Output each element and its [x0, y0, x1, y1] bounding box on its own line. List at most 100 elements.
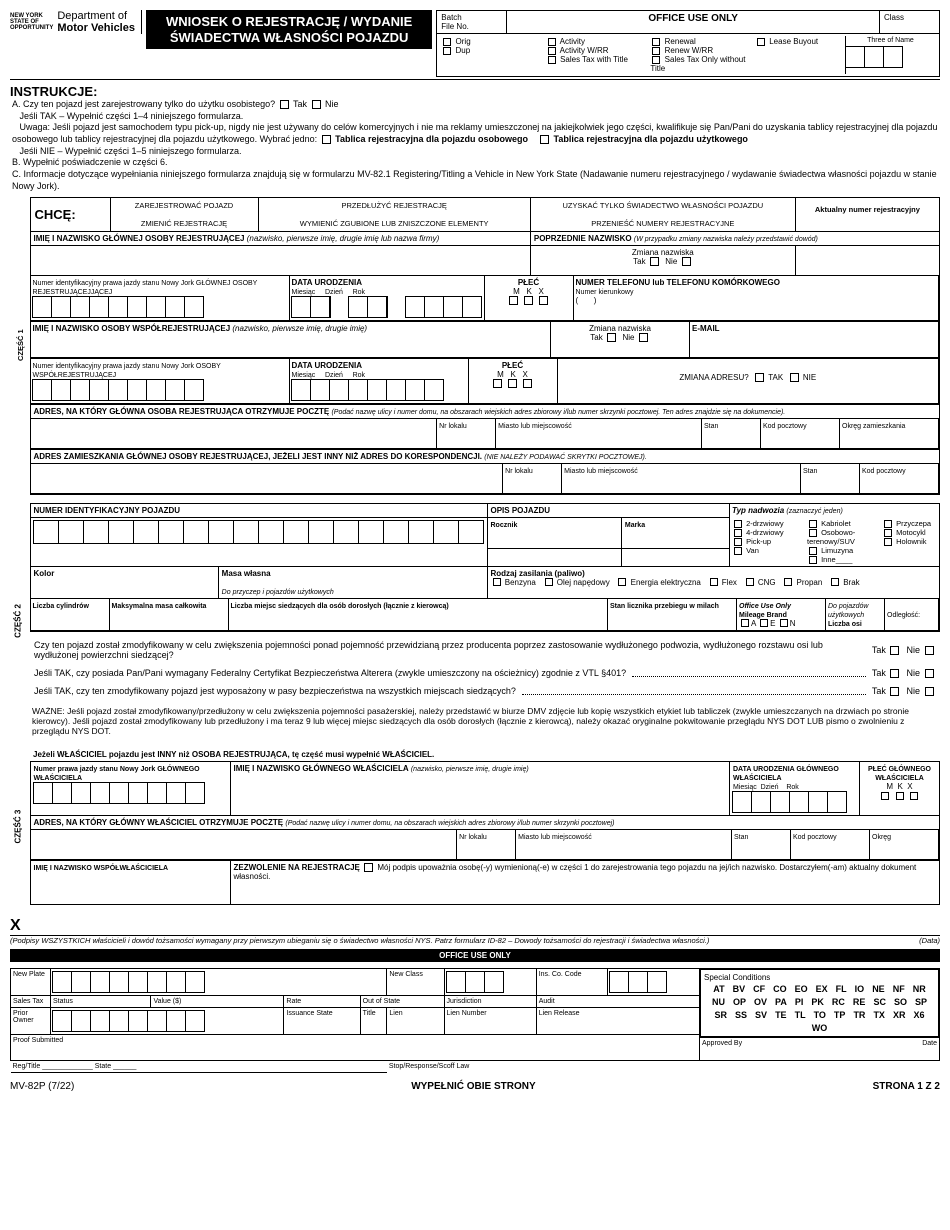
- name-change-check[interactable]: Zmiana nazwiskaTak Nie: [530, 245, 795, 275]
- lien-field[interactable]: Lien: [387, 1007, 444, 1034]
- axles-field[interactable]: Do pojazdów użytkowychLiczba osi: [825, 598, 885, 631]
- section-1-label: CZĘŚĆ 1: [10, 197, 30, 494]
- title-field[interactable]: Title: [360, 1007, 387, 1034]
- prev-name-field[interactable]: POPRZEDNIE NAZWISKO (W przypadku zmiany …: [530, 231, 939, 245]
- owner-apt[interactable]: Nr lokalu: [456, 829, 516, 860]
- chk-personal-yes[interactable]: [280, 100, 289, 109]
- footer-table: New Plate New Class Ins. Co. Code Specia…: [10, 968, 940, 1073]
- chk-activity[interactable]: Activity Activity W/RR Sales Tax with Ti…: [546, 36, 651, 74]
- ins-co-input[interactable]: [607, 968, 699, 995]
- year-input[interactable]: [487, 548, 621, 566]
- reg-title-line[interactable]: Reg/Title _____________ State ______: [11, 1060, 387, 1072]
- stop-law[interactable]: Stop/Response/Scoff Law: [387, 1060, 940, 1072]
- co-sex-field[interactable]: PŁEĆM K X: [468, 358, 558, 404]
- addr-change-field[interactable]: ZMIANA ADRESU? TAK NIE: [557, 358, 940, 404]
- new-class-input[interactable]: [444, 968, 536, 995]
- year-field[interactable]: Rocznik: [487, 517, 621, 548]
- new-plate-boxes[interactable]: [51, 968, 387, 995]
- prev-name-input[interactable]: [795, 245, 939, 275]
- special-conditions: Special Conditions ATBVCFCOEOEXFLIONENFN…: [700, 968, 940, 1060]
- signature-line[interactable]: X: [10, 917, 940, 936]
- email-field[interactable]: E-MAIL: [689, 321, 939, 358]
- res-apt[interactable]: Nr lokalu: [502, 463, 562, 494]
- vin-input[interactable]: [30, 517, 487, 566]
- primary-name-field[interactable]: IMIĘ I NAZWISKO GŁÓWNEJ OSOBY REJESTRUJĄ…: [30, 231, 530, 245]
- cyl-field[interactable]: Liczba cylindrów: [30, 598, 110, 631]
- co-owner-field[interactable]: IMIĘ I NAZWISKO WSPÓŁWŁAŚCICIELA: [30, 860, 230, 904]
- res-zip[interactable]: Kod pocztowy: [859, 463, 939, 494]
- lien-rel-field[interactable]: Lien Release: [536, 1007, 699, 1034]
- co-dob-field[interactable]: DATA URODZENIAMiesiąc Dzień Rok: [289, 358, 469, 404]
- chk-plate-personal[interactable]: [322, 135, 331, 144]
- current-reg-number[interactable]: Aktualny numer rejestracyjny: [795, 197, 939, 231]
- owner-street[interactable]: [30, 829, 458, 860]
- fuel-field[interactable]: Rodzaj zasilania (paliwo) Benzyna Olej n…: [487, 566, 940, 598]
- make-field[interactable]: Marka: [621, 517, 729, 548]
- weight-field[interactable]: Masa własnaDo przyczep i pojazdów użytko…: [218, 566, 487, 598]
- mail-county[interactable]: Okręg zamieszkania: [839, 418, 939, 449]
- color-field[interactable]: Kolor: [30, 566, 218, 598]
- body-type-field[interactable]: Typ nadwozia (zaznaczyć jeden) 2-drzwiow…: [730, 503, 940, 566]
- owner-state[interactable]: Stan: [731, 829, 791, 860]
- owner-name-field[interactable]: IMIĘ I NAZWISKO GŁÓWNEGO WŁAŚCICIELA (na…: [230, 761, 730, 815]
- co-dl-field[interactable]: Numer identyfikacyjny prawa jazdy stanu …: [30, 358, 290, 404]
- q2[interactable]: Jeśli TAK, czy posiada Pan/Pani wymagany…: [32, 664, 938, 682]
- section-3-label: CZĘŚĆ 3: [10, 748, 30, 905]
- both-sides: WYPEŁNIĆ OBIE STRONY: [411, 1081, 535, 1092]
- prior-boxes[interactable]: [51, 1007, 284, 1034]
- mileage-brand[interactable]: Office Use OnlyMileage BrandA E N: [736, 598, 826, 631]
- issuance-field[interactable]: Issuance State: [284, 1007, 360, 1034]
- chk-renewal[interactable]: Renewal Renew W/RR Sales Tax Only withou…: [650, 36, 755, 74]
- proof-field[interactable]: Proof Submitted: [11, 1034, 700, 1060]
- owner-zip[interactable]: Kod pocztowy: [790, 829, 870, 860]
- owner-city[interactable]: Miasto lub miejscowość: [515, 829, 732, 860]
- jurisdiction-field[interactable]: Jurisdiction: [444, 995, 536, 1007]
- chk-lease[interactable]: Lease Buyout: [755, 36, 845, 74]
- owner-sex-field[interactable]: PŁEĆ GŁÓWNEGO WŁAŚCICIELAM K X: [860, 761, 940, 815]
- chk-plate-commercial[interactable]: [540, 135, 549, 144]
- mail-city[interactable]: Miasto lub miejscowość: [495, 418, 702, 449]
- primary-dl-field[interactable]: Numer identyfikacyjny prawa jazdy stanu …: [30, 275, 290, 321]
- reg-auth-field[interactable]: ZEZWOLENIE NA REJESTRACJĘ Mój podpis upo…: [230, 860, 940, 904]
- mail-apt[interactable]: Nr lokalu: [436, 418, 496, 449]
- opt-title[interactable]: UZYSKAĆ TYLKO ŚWIADECTWO WŁASNOŚCI POJAZ…: [530, 197, 795, 231]
- res-city[interactable]: Miasto lub miejscowość: [561, 463, 801, 494]
- odo-field[interactable]: Stan licznika przebiegu w milach: [607, 598, 737, 631]
- primary-sex-field[interactable]: PŁEĆM K X: [484, 275, 574, 321]
- rate-field[interactable]: Rate: [284, 995, 360, 1007]
- co-name-change[interactable]: Zmiana nazwiskaTak Nie: [550, 321, 690, 358]
- chk-personal-no[interactable]: [312, 100, 321, 109]
- opt-register[interactable]: ZAREJESTROWAĆ POJAZDZMIENIĆ REJESTRACJĘ: [110, 197, 258, 231]
- batch-label: BatchFile No.: [437, 11, 507, 33]
- phone-field[interactable]: NUMER TELEFONU lub TELEFONU KOMÓRKOWEGON…: [573, 275, 940, 321]
- owner-dob-field[interactable]: DATA URODZENIA GŁÓWNEGO WŁAŚCICIELAMiesi…: [730, 761, 860, 815]
- status-field[interactable]: Status: [51, 995, 151, 1007]
- seats-field[interactable]: Liczba miejsc siedzących dla osób dorosł…: [228, 598, 609, 631]
- res-state[interactable]: Stan: [800, 463, 860, 494]
- mail-zip[interactable]: Kod pocztowy: [760, 418, 840, 449]
- section-2-label: CZĘŚĆ 2: [10, 503, 30, 740]
- primary-name-input[interactable]: [30, 245, 530, 275]
- gvw-field[interactable]: Maksymalna masa całkowita: [109, 598, 229, 631]
- wazne-note: WAŻNE: Jeśli pojazd został zmodyfikowany…: [32, 706, 938, 736]
- q1[interactable]: Czy ten pojazd został zmodyfikowany w ce…: [32, 636, 938, 664]
- opt-renew[interactable]: PRZEDŁUŻYĆ REJESTRACJĘWYMIENIĆ ZGUBIONE …: [258, 197, 530, 231]
- owner-county[interactable]: Okręg: [869, 829, 939, 860]
- res-street[interactable]: [30, 463, 504, 494]
- dist-field[interactable]: Odległość:: [884, 598, 939, 631]
- chk-orig[interactable]: Orig Dup: [441, 36, 546, 74]
- audit-field[interactable]: Audit: [536, 995, 699, 1007]
- make-input[interactable]: [621, 548, 729, 566]
- value-field[interactable]: Value ($): [151, 995, 284, 1007]
- mail-street[interactable]: [30, 418, 438, 449]
- owner-dl-field[interactable]: Numer prawa jazdy stanu Nowy Jork GŁÓWNE…: [30, 761, 230, 815]
- class-label: Class: [879, 11, 939, 33]
- co-name-field[interactable]: IMIĘ I NAZWISKO OSOBY WSPÓŁREJESTRUJĄCEJ…: [30, 321, 552, 358]
- ins-co-label: Ins. Co. Code: [536, 968, 607, 995]
- lien-num-field[interactable]: Lien Number: [444, 1007, 536, 1034]
- q3[interactable]: Jeśli TAK, czy ten zmodyfikowany pojazd …: [32, 682, 938, 700]
- mail-state[interactable]: Stan: [701, 418, 761, 449]
- out-state-field[interactable]: Out of State: [360, 995, 444, 1007]
- chce-label: CHCĘ:: [30, 197, 110, 231]
- primary-dob-field[interactable]: DATA URODZENIAMiesiąc Dzień Rok: [289, 275, 485, 321]
